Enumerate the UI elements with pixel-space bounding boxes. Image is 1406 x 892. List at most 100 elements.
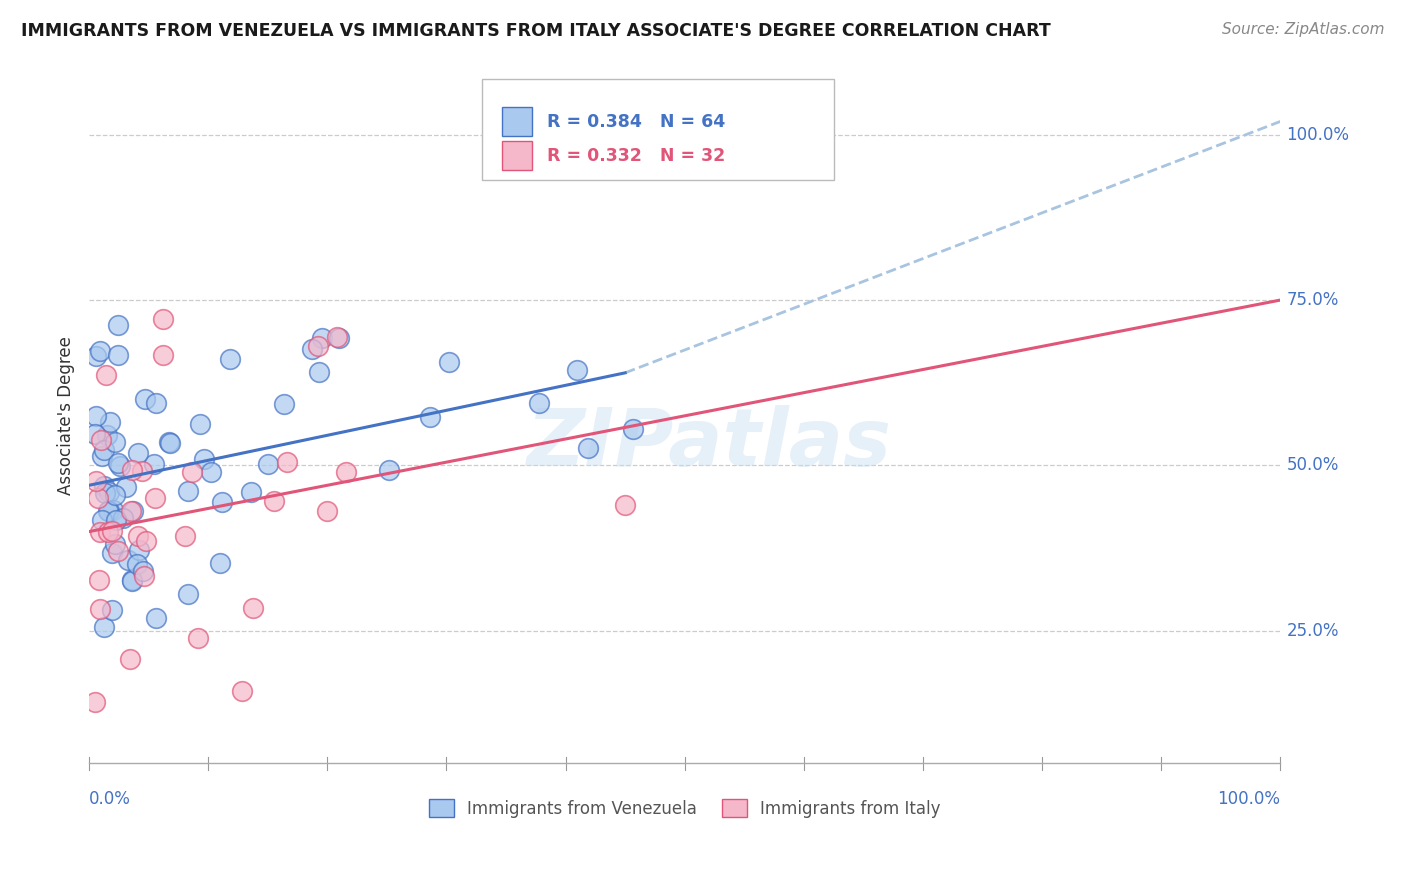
Point: [131, 564, 153, 578]
Point: [143, 491, 166, 506]
Point: [231, 683, 253, 698]
Text: Source: ZipAtlas.com: Source: ZipAtlas.com: [1222, 22, 1385, 37]
Text: 100.0%: 100.0%: [1218, 789, 1281, 807]
Point: [93, 620, 115, 634]
Point: [97, 504, 120, 518]
Y-axis label: Associate's Degree: Associate's Degree: [58, 336, 75, 495]
Point: [84, 695, 107, 709]
Point: [263, 494, 285, 508]
Point: [180, 465, 202, 479]
Point: [121, 504, 143, 518]
Text: IMMIGRANTS FROM VENEZUELA VS IMMIGRANTS FROM ITALY ASSOCIATE'S DEGREE CORRELATIO: IMMIGRANTS FROM VENEZUELA VS IMMIGRANTS …: [21, 22, 1050, 40]
Point: [174, 529, 197, 543]
Point: [308, 365, 330, 379]
Point: [97, 524, 120, 539]
Point: [131, 464, 153, 478]
Point: [211, 495, 233, 509]
Point: [176, 483, 198, 498]
Point: [177, 587, 200, 601]
Point: [84, 349, 107, 363]
Point: [100, 603, 122, 617]
Point: [121, 573, 143, 587]
Point: [84, 474, 107, 488]
Point: [273, 397, 295, 411]
Point: [107, 348, 129, 362]
Point: [157, 435, 180, 450]
Point: [101, 546, 124, 560]
Point: [105, 513, 128, 527]
Point: [567, 363, 589, 377]
Point: [257, 458, 280, 472]
Text: 100.0%: 100.0%: [1286, 126, 1350, 144]
Point: [89, 525, 111, 540]
Point: [188, 417, 211, 431]
Point: [96, 428, 118, 442]
Point: [121, 463, 143, 477]
Point: [90, 433, 112, 447]
Point: [108, 458, 131, 473]
Point: [152, 312, 174, 326]
Point: [84, 427, 107, 442]
Point: [576, 441, 599, 455]
Point: [89, 602, 111, 616]
Point: [107, 543, 129, 558]
Legend: Immigrants from Venezuela, Immigrants from Italy: Immigrants from Venezuela, Immigrants fr…: [422, 793, 948, 824]
Point: [621, 422, 644, 436]
Point: [94, 486, 117, 500]
Point: [145, 610, 167, 624]
Point: [419, 410, 441, 425]
Point: [104, 537, 127, 551]
Point: [276, 455, 298, 469]
Point: [87, 491, 110, 506]
FancyBboxPatch shape: [482, 78, 834, 179]
Point: [187, 631, 209, 645]
Point: [301, 342, 323, 356]
Point: [311, 331, 333, 345]
Point: [84, 409, 107, 424]
Point: [142, 457, 165, 471]
Point: [335, 465, 357, 479]
Point: [437, 355, 460, 369]
Point: [90, 450, 112, 464]
Text: 50.0%: 50.0%: [1286, 457, 1339, 475]
Bar: [502, 107, 533, 136]
Bar: [502, 141, 533, 170]
Point: [128, 543, 150, 558]
Text: R = 0.332   N = 32: R = 0.332 N = 32: [547, 146, 724, 164]
Point: [101, 524, 124, 538]
Point: [97, 504, 120, 518]
Point: [135, 533, 157, 548]
Point: [89, 343, 111, 358]
Point: [111, 511, 134, 525]
Point: [91, 513, 114, 527]
Point: [200, 465, 222, 479]
Point: [117, 553, 139, 567]
Point: [121, 574, 143, 588]
Point: [193, 452, 215, 467]
Point: [107, 318, 129, 332]
Point: [242, 600, 264, 615]
Point: [326, 329, 349, 343]
Point: [98, 485, 121, 500]
Point: [107, 456, 129, 470]
Point: [127, 446, 149, 460]
Point: [307, 339, 329, 353]
Point: [315, 504, 337, 518]
Text: 25.0%: 25.0%: [1286, 622, 1339, 640]
Point: [98, 415, 121, 429]
Point: [134, 392, 156, 407]
Point: [209, 556, 232, 570]
Point: [104, 488, 127, 502]
Point: [125, 557, 148, 571]
Point: [101, 503, 124, 517]
Text: ZIPatlas: ZIPatlas: [526, 405, 891, 483]
Point: [115, 481, 138, 495]
Point: [120, 504, 142, 518]
Point: [240, 484, 263, 499]
Point: [96, 368, 118, 382]
Point: [87, 573, 110, 587]
Point: [152, 348, 174, 362]
Point: [159, 435, 181, 450]
Text: 75.0%: 75.0%: [1286, 291, 1339, 309]
Point: [527, 396, 550, 410]
